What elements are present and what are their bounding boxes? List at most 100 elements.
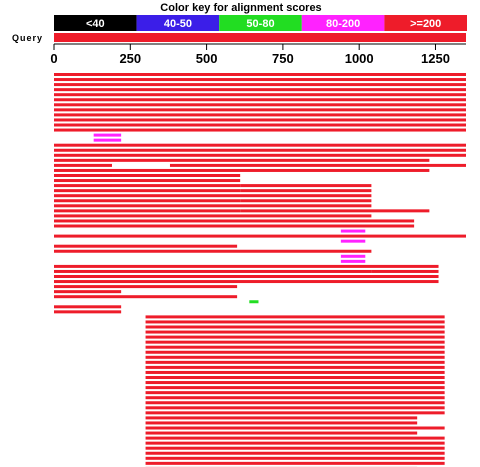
hit-segment (54, 194, 372, 198)
hit-segment (54, 310, 122, 314)
hit-segment (54, 209, 241, 213)
hit-segment (54, 179, 241, 183)
hit-segment (54, 78, 466, 82)
hit-segment (145, 386, 445, 390)
hit-segment (145, 376, 445, 379)
hit-segment (54, 123, 466, 127)
hit-segment (340, 239, 366, 243)
hit-segment (54, 128, 466, 132)
hit-segment (54, 93, 466, 97)
hit-segment (145, 411, 445, 415)
hit-segment (145, 406, 445, 410)
hit-segment (145, 350, 445, 354)
color-key-label: 40-50 (164, 18, 192, 30)
hit-segment (54, 269, 372, 273)
hit-segment (340, 254, 366, 258)
hit-segment (145, 391, 445, 395)
hit-segment (54, 295, 238, 299)
hit-segment (54, 148, 466, 152)
hit-segment (54, 158, 430, 162)
hit-segment (54, 88, 466, 92)
x-axis: 0 250 500 750 1000 1250 (50, 43, 466, 66)
hit-segment (340, 229, 366, 233)
hit-segment (54, 219, 415, 223)
tick-label: 1000 (345, 51, 374, 66)
hit-segment (371, 269, 439, 273)
tick-label: 750 (272, 51, 294, 66)
hit-segment (145, 365, 445, 369)
hit-segment (145, 421, 418, 425)
hit-segment (54, 98, 466, 102)
hit-segment (54, 168, 430, 172)
hit-segment (54, 113, 466, 117)
hit-segment (145, 441, 445, 445)
tick-label: 500 (196, 51, 218, 66)
query-bar (54, 33, 466, 42)
hit-segment (54, 244, 238, 248)
hit-segment (54, 214, 372, 218)
color-key-swatch (384, 15, 467, 31)
hit-segment (145, 335, 445, 339)
hit-segment (145, 315, 445, 319)
hit-segment (54, 264, 439, 268)
hit-segment (145, 446, 445, 450)
hit-segment (54, 174, 241, 177)
hit-segment (93, 138, 122, 142)
hit-segment (54, 199, 241, 203)
hit-segment (54, 73, 466, 76)
color-key-label: <40 (86, 18, 105, 30)
hit-segment (249, 300, 259, 304)
hit-segment (240, 184, 372, 188)
color-key-title: Color key for alignment scores (160, 2, 321, 14)
color-key: <40 40-50 50-80 80-200 >=200 (54, 15, 467, 31)
hit-segment (145, 345, 445, 349)
hit-segment (54, 83, 466, 87)
hit-segment (340, 259, 366, 263)
hit-segment (145, 381, 445, 385)
hit-segment (54, 153, 466, 157)
hit-segment (54, 189, 241, 193)
tick-label: 250 (119, 51, 141, 66)
hit-segment (145, 325, 445, 329)
hit-segment (145, 401, 445, 405)
hit-segment (54, 285, 238, 289)
color-key-swatch (301, 15, 385, 31)
hit-segment (54, 143, 466, 147)
hit-segment (240, 189, 372, 193)
hit-segment (93, 133, 122, 137)
hit-segment (54, 108, 466, 112)
hit-segment (54, 224, 415, 228)
hit-segment (145, 340, 445, 344)
hit-segment (169, 163, 466, 167)
color-key-swatch (219, 15, 302, 31)
hit-segment (240, 199, 372, 203)
color-key-label: >=200 (410, 18, 441, 30)
hit-segment (145, 355, 445, 359)
hit-segment (54, 275, 439, 278)
hit-segment (54, 163, 112, 167)
hit-segment (145, 370, 445, 374)
hit-segment (54, 280, 439, 284)
hit-segment (240, 209, 430, 213)
hit-segment (145, 320, 445, 324)
color-key-label: 50-80 (246, 18, 274, 30)
hit-segment (54, 249, 372, 253)
color-key-swatch (136, 15, 220, 31)
query-label: Query (12, 33, 43, 43)
hit-segment (145, 330, 445, 334)
hit-segment (54, 204, 372, 208)
hit-segment (145, 431, 418, 435)
hit-segment (54, 184, 241, 188)
color-key-swatch (54, 15, 137, 31)
hit-rows (54, 73, 466, 467)
tick-label: 0 (50, 51, 57, 66)
hit-segment (145, 461, 445, 465)
hit-segment (54, 118, 466, 122)
hit-segment (145, 451, 445, 455)
color-key-label: 80-200 (326, 18, 360, 30)
hit-segment (145, 396, 445, 400)
hit-segment (145, 456, 445, 460)
hit-segment (54, 305, 122, 309)
hit-segment (145, 436, 445, 440)
tick-label: 1250 (421, 51, 450, 66)
